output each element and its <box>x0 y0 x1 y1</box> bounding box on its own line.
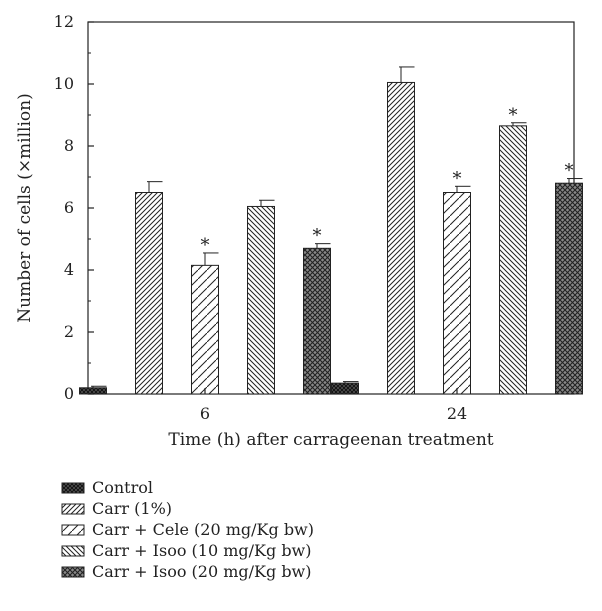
legend-label: Carr + Isoo (10 mg/Kg bw) <box>92 541 312 560</box>
legend-swatch <box>61 503 85 515</box>
legend: Control Carr (1%) Carr + Cele (20 mg/Kg bw… <box>61 478 314 581</box>
legend-label: Carr (1%) <box>92 499 172 518</box>
bar <box>387 81 415 395</box>
y-tick-label: 12 <box>54 12 74 31</box>
legend-label: Carr + Cele (20 mg/Kg bw) <box>92 520 314 539</box>
bar <box>443 192 471 395</box>
legend-swatch <box>61 566 85 578</box>
y-tick-label: 0 <box>64 384 74 403</box>
bar <box>331 382 359 395</box>
significance-marker: * <box>453 168 462 189</box>
bar <box>499 125 527 395</box>
y-tick-label: 4 <box>64 260 74 279</box>
y-ticks: 0 2 4 6 8 10 12 <box>54 12 94 403</box>
legend-label: Control <box>92 478 153 497</box>
bar <box>79 387 107 395</box>
legend-swatch <box>61 545 85 557</box>
legend-label: Carr + Isoo (20 mg/Kg bw) <box>92 562 312 581</box>
bar <box>247 205 275 395</box>
bar <box>135 192 163 395</box>
significance-marker: * <box>201 235 210 256</box>
y-tick-label: 6 <box>64 198 74 217</box>
x-axis-label: Time (h) after carrageenan treatment <box>168 430 493 450</box>
y-tick-label: 2 <box>64 322 74 341</box>
x-tick-label: 6 <box>200 404 210 423</box>
x-ticks: 6 24 <box>200 388 467 423</box>
bars-layer: * * * * * <box>79 66 583 395</box>
x-tick-label: 24 <box>447 404 467 423</box>
significance-marker: * <box>509 105 518 126</box>
bar <box>191 264 219 395</box>
y-tick-label: 10 <box>54 74 74 93</box>
legend-swatch <box>61 524 85 536</box>
y-tick-label: 8 <box>64 136 74 155</box>
significance-marker: * <box>565 161 574 182</box>
legend-swatch <box>61 482 85 494</box>
bar <box>555 182 583 395</box>
y-axis-label: Number of cells (×million) <box>15 93 35 323</box>
bar <box>303 247 331 395</box>
significance-marker: * <box>313 226 322 247</box>
